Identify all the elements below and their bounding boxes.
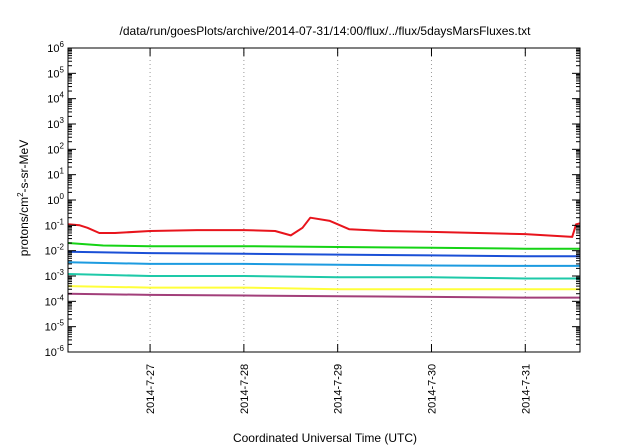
y-tick-label: 10-2 (45, 243, 65, 258)
y-tick-label: 103 (47, 116, 64, 131)
y-tick-label: 101 (47, 167, 64, 182)
y-tick-label: 100 (47, 192, 64, 207)
y-tick-label: 10-5 (45, 319, 65, 334)
plot-frame (67, 47, 581, 353)
series-line-5 (67, 285, 580, 291)
data-series (67, 216, 581, 299)
y-tick-label: 10-6 (45, 344, 65, 359)
y-tick-label: 106 (47, 40, 64, 55)
x-tick-label: 2014-7-29 (333, 364, 345, 414)
y-tick-label: 104 (47, 91, 64, 106)
y-tick-label: 105 (47, 65, 64, 80)
x-tick-label: 2014-7-28 (239, 364, 251, 414)
series-line-2 (67, 250, 580, 258)
series-line-6 (67, 292, 580, 299)
y-tick-label: 102 (47, 141, 64, 156)
y-tick-label: 10-1 (45, 217, 65, 232)
x-axis: 2014-7-27 2014-7-28 2014-7-29 2014-7-30 2014… (145, 48, 532, 414)
x-axis-label: Coordinated Universal Time (UTC) (233, 431, 417, 445)
series-line-0 (67, 216, 581, 238)
x-tick-label: 2014-7-27 (145, 364, 157, 414)
grid-lines (149, 48, 526, 352)
y-axis-label-suffix: -s-sr-MeV (17, 140, 31, 193)
y-tick-label: 10-4 (45, 293, 65, 308)
x-tick-label: 2014-7-30 (426, 364, 438, 414)
series-line-3 (67, 261, 580, 267)
series-line-1 (67, 242, 580, 250)
y-axis-label: protons/cm2-s-sr-MeV (16, 140, 31, 256)
series-line-4 (67, 273, 580, 280)
y-axis-label-prefix: protons/cm (17, 197, 31, 256)
y-axis-label-sup: 2 (16, 192, 25, 197)
y-axis: 106 105 104 103 102 101 100 10-1 10-2 10-3 10-4 10-… (45, 40, 580, 359)
x-tick-label: 2014-7-31 (520, 364, 532, 414)
y-tick-label: 10-3 (45, 268, 65, 283)
chart-title: /data/run/goesPlots/archive/2014-07-31/1… (120, 24, 532, 38)
